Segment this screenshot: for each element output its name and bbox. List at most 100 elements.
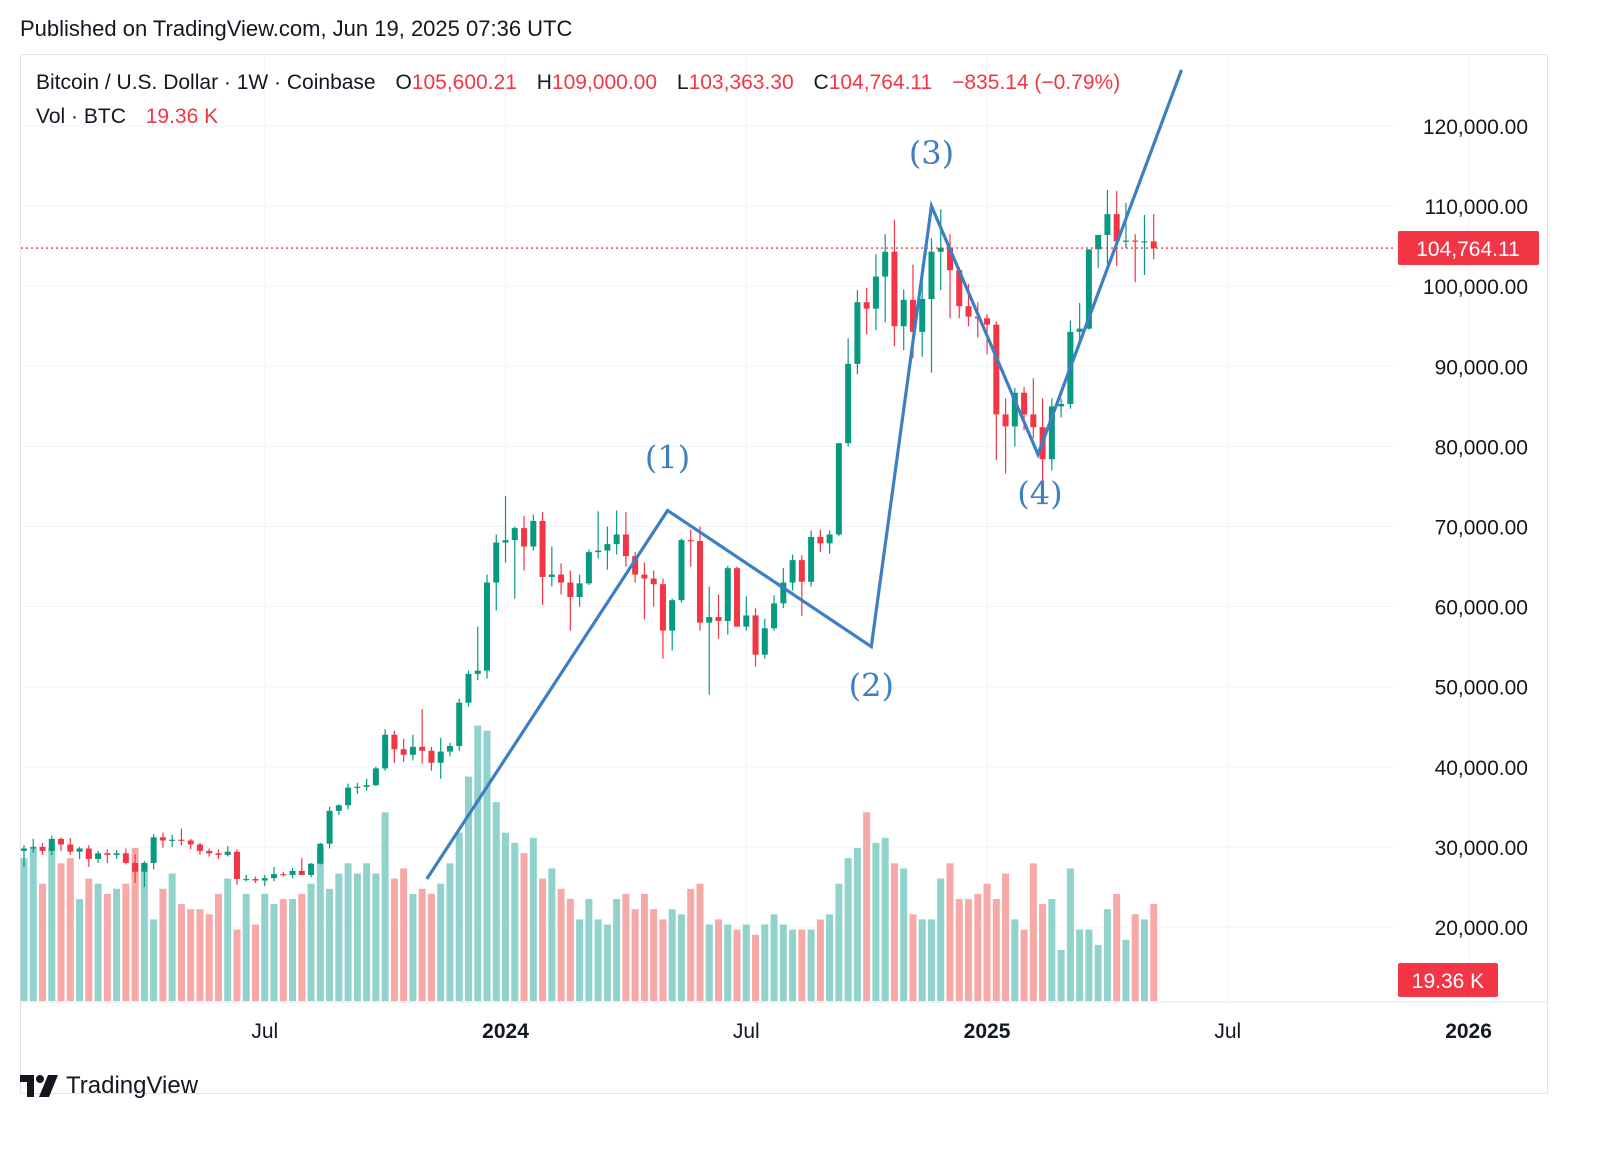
low-label: L [676,71,689,94]
candle [428,746,435,771]
volume-bar [955,899,963,1001]
volume-bar [177,904,185,1001]
volume-bar [937,878,945,1001]
volume-bar [520,853,528,1001]
volume-bar [816,919,824,1001]
volume-bar [502,832,510,1001]
candle [122,848,129,865]
price-axis[interactable]: 120,000.00 110,000.00 100,000.00 90,000.00 8… [1423,116,1528,940]
volume-label[interactable]: Vol · BTC [36,105,126,128]
candle [224,846,231,857]
volume-bar [85,878,93,1001]
volume-bar [427,893,435,1001]
candle-body [632,556,639,575]
candle-body [132,862,139,872]
volume-bar [872,842,880,1001]
candle [215,849,222,859]
candle [817,529,824,553]
volume-bar [1002,873,1010,1001]
volume-bar [150,919,158,1001]
candle-body [345,787,352,806]
candle-body [1011,392,1018,427]
candle [437,737,444,779]
volume-bar [965,899,973,1001]
candle [30,838,37,853]
volume-bar [761,924,769,1001]
candle-body [169,839,176,841]
last-volume-tag-label: 19.36 K [1412,970,1484,993]
footer-brand[interactable]: TradingView [20,1072,198,1100]
candle [456,698,463,751]
candle-body [650,578,657,585]
candle-body [1095,234,1102,250]
candle [548,546,555,587]
volume-bar [48,848,56,1001]
candle-body [937,247,944,252]
volume-bar [196,909,204,1001]
candle [641,562,648,620]
candle-body [215,853,222,855]
candle [845,338,852,447]
candle [1113,190,1120,267]
volume-bar [242,893,250,1001]
candle-body [354,786,361,789]
candle-body [30,846,37,849]
candle [1132,234,1139,283]
volume-bar [1085,929,1093,1001]
volume-row: Vol · BTC 19.36 K [36,104,1120,138]
candle-body [159,837,166,841]
time-axis[interactable]: Jul 2024 Jul 2025 Jul 2026 [21,1001,1547,1043]
volume-value: 19.36 K [145,105,219,128]
candle-body [558,574,565,583]
candle-body [1002,414,1009,427]
candle-body [58,838,65,845]
y-tick-label: 100,000.00 [1423,276,1528,299]
volume-bar [1057,950,1065,1001]
candle [863,287,870,335]
candle [761,618,768,659]
candle-body [39,846,46,851]
volume-bar [603,924,611,1001]
volume-bar [900,868,908,1001]
volume-bar [140,863,148,1001]
candle-body [585,552,592,584]
volume-bar [631,909,639,1001]
candle [150,834,157,870]
candle-body [641,574,648,579]
candle-body [178,839,185,841]
open-label: O [395,71,412,94]
volume-bar [594,919,602,1001]
candle-body [122,853,129,863]
candle-body [678,540,685,601]
candle [622,512,629,567]
candle-body [400,749,407,755]
candle-body [576,583,583,597]
candle-body [900,299,907,327]
candle [354,782,361,795]
symbol-name[interactable]: Bitcoin / U.S. Dollar · 1W · Coinbase [36,71,376,94]
volume-bar [789,929,797,1001]
volume-bar [1066,868,1074,1001]
candle-body [696,540,703,623]
candle-body [1150,241,1157,249]
volume-bar [233,929,241,1001]
candle-body [548,574,555,577]
candle [48,835,55,855]
candle [465,670,472,707]
volume-bar [613,899,621,1001]
candle [789,554,796,591]
volume-bar [677,914,685,1001]
volume-bar [39,883,47,1001]
volume-bars [20,725,1158,1001]
candle [872,254,879,331]
volume-bar [252,924,259,1001]
volume-bar [270,904,278,1001]
volume-bar [353,873,361,1001]
candle [567,570,574,631]
candle-body [817,536,824,544]
volume-bar [1029,863,1037,1001]
volume-bar [464,776,472,1001]
candle-body [243,878,250,881]
candle-body [261,878,268,881]
